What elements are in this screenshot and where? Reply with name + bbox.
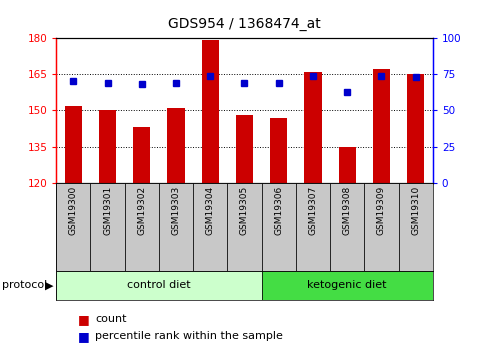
Text: GSM19300: GSM19300 — [69, 186, 78, 235]
Text: GSM19309: GSM19309 — [376, 186, 385, 235]
Bar — [159, 183, 193, 271]
Bar — [261, 271, 432, 300]
Text: protocol: protocol — [2, 280, 48, 290]
Text: GSM19301: GSM19301 — [103, 186, 112, 235]
Bar — [304, 72, 321, 183]
Bar — [269, 118, 286, 183]
Bar — [398, 183, 432, 271]
Text: GSM19310: GSM19310 — [410, 186, 419, 235]
Text: GDS954 / 1368474_at: GDS954 / 1368474_at — [168, 17, 320, 31]
Text: count: count — [95, 314, 126, 324]
Bar — [133, 127, 150, 183]
Bar — [201, 40, 218, 183]
Bar — [372, 69, 389, 183]
Bar — [227, 183, 261, 271]
Bar — [167, 108, 184, 183]
Bar — [295, 183, 329, 271]
Text: percentile rank within the sample: percentile rank within the sample — [95, 332, 283, 341]
Text: GSM19305: GSM19305 — [240, 186, 248, 235]
Text: ketogenic diet: ketogenic diet — [307, 280, 386, 290]
Text: ■: ■ — [78, 330, 90, 343]
Bar — [193, 183, 227, 271]
Text: GSM19303: GSM19303 — [171, 186, 180, 235]
Bar — [64, 106, 81, 183]
Bar — [56, 271, 261, 300]
Bar — [406, 74, 423, 183]
Bar — [56, 183, 90, 271]
Text: GSM19307: GSM19307 — [308, 186, 317, 235]
Text: GSM19308: GSM19308 — [342, 186, 351, 235]
Text: ▶: ▶ — [45, 280, 53, 290]
Bar — [124, 183, 159, 271]
Text: GSM19306: GSM19306 — [274, 186, 283, 235]
Text: GSM19302: GSM19302 — [137, 186, 146, 235]
Text: control diet: control diet — [127, 280, 190, 290]
Bar — [329, 183, 364, 271]
Bar — [90, 183, 124, 271]
Text: ■: ■ — [78, 313, 90, 326]
Bar — [235, 115, 253, 183]
Bar — [364, 183, 398, 271]
Text: GSM19304: GSM19304 — [205, 186, 214, 235]
Bar — [338, 147, 355, 183]
Bar — [99, 110, 116, 183]
Bar — [261, 183, 295, 271]
